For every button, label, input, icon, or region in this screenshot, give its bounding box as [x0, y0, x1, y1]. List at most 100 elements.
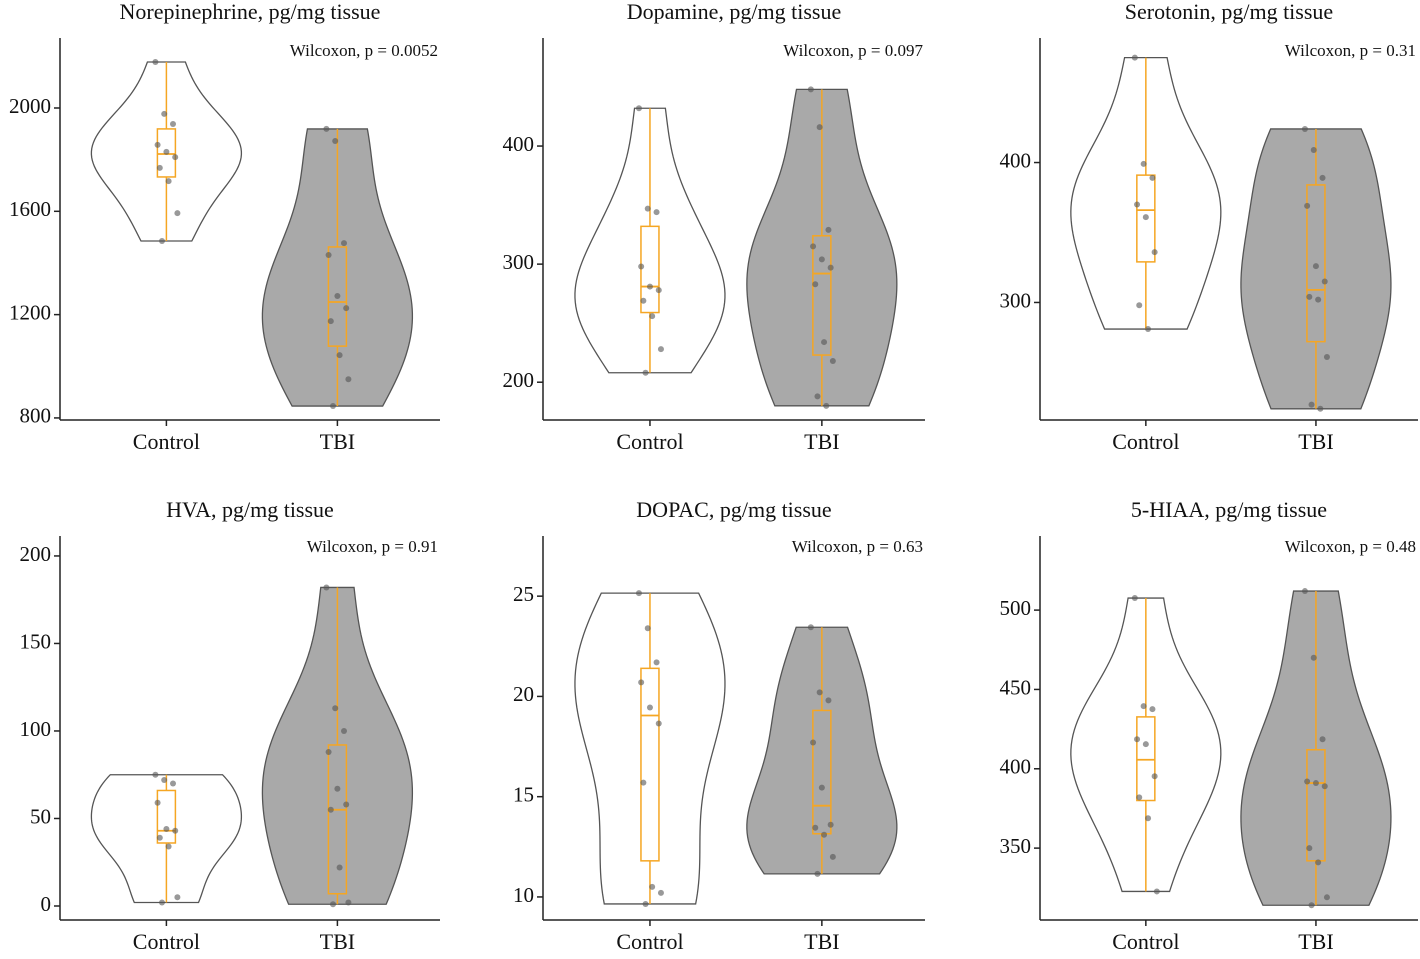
box [640, 667, 660, 862]
data-point [1304, 202, 1311, 209]
data-point [330, 901, 336, 908]
y-tick-label: 2000 [9, 94, 51, 118]
data-point [159, 238, 165, 245]
data-point [649, 313, 656, 320]
panel: DOPAC, pg/mg tissue Wilcoxon, p = 0.63 10 1… [513, 497, 925, 954]
data-point [810, 243, 817, 250]
data-point [1134, 201, 1141, 208]
y-tick-label: 100 [20, 717, 52, 741]
data-point [327, 806, 334, 813]
data-point [161, 110, 168, 117]
data-point [638, 679, 645, 686]
data-point [1312, 780, 1319, 787]
data-point [1304, 778, 1311, 785]
data-point [814, 393, 821, 400]
y-tick-label: 800 [20, 404, 52, 428]
annotation: Wilcoxon, p = 0.48 [1285, 537, 1416, 556]
data-point [1142, 214, 1149, 221]
annotation: Wilcoxon, p = 0.0052 [290, 41, 438, 60]
data-point [343, 305, 350, 312]
data-point [330, 403, 336, 410]
data-point [818, 784, 825, 791]
y-tick-label: 400 [1000, 755, 1032, 779]
y-tick-label: 15 [513, 782, 534, 806]
data-point [646, 704, 653, 711]
data-point [821, 339, 828, 346]
data-point [165, 178, 172, 185]
data-point [343, 801, 350, 808]
data-point [827, 264, 834, 271]
y-tick-label: 400 [503, 132, 535, 156]
data-point [154, 141, 161, 148]
data-point [1306, 845, 1313, 852]
data-point [161, 776, 168, 783]
data-point [1145, 815, 1152, 822]
data-point [163, 148, 170, 155]
data-point [327, 318, 334, 325]
data-point [174, 894, 181, 901]
data-point [1140, 160, 1147, 167]
annotation: Wilcoxon, p = 0.63 [792, 537, 923, 556]
box [1136, 716, 1156, 802]
data-point [829, 357, 836, 364]
y-tick-label: 1200 [9, 300, 51, 324]
data-point [1321, 278, 1328, 285]
data-point [827, 821, 834, 828]
data-point [325, 251, 332, 258]
panel: 5-HIAA, pg/mg tissue Wilcoxon, p = 0.48 35… [1000, 497, 1418, 954]
data-point [1151, 773, 1158, 780]
box [812, 235, 832, 356]
panel: Norepinephrine, pg/mg tissue Wilcoxon, p … [9, 0, 440, 454]
data-point [1323, 894, 1330, 901]
panel-title: DOPAC, pg/mg tissue [636, 497, 831, 522]
data-point [325, 748, 332, 755]
data-point [334, 785, 341, 792]
data-point [1323, 354, 1330, 361]
data-point [825, 697, 832, 704]
data-point [1149, 706, 1156, 713]
x-tick-label: Control [133, 429, 200, 454]
data-point [170, 780, 176, 787]
data-point [334, 293, 341, 300]
data-point [655, 287, 662, 294]
data-point [172, 154, 179, 161]
x-tick-label: TBI [1298, 929, 1333, 954]
data-point [323, 584, 330, 591]
y-tick-label: 20 [513, 682, 534, 706]
annotation: Wilcoxon, p = 0.097 [783, 41, 923, 60]
data-point [657, 889, 664, 896]
y-tick-label: 300 [503, 250, 535, 274]
panel: Serotonin, pg/mg tissue Wilcoxon, p = 0.3… [1000, 0, 1418, 454]
data-point [823, 402, 830, 409]
data-point [1308, 401, 1315, 408]
data-point [818, 256, 825, 263]
data-point [1310, 654, 1317, 661]
data-point [640, 297, 647, 304]
data-point [1136, 302, 1143, 309]
data-point [812, 824, 819, 831]
data-point [653, 659, 660, 666]
data-point [174, 210, 181, 217]
data-point [649, 883, 656, 890]
x-tick-label: Control [616, 429, 683, 454]
data-point [1142, 741, 1149, 748]
data-point [154, 799, 161, 806]
data-point [1140, 703, 1147, 710]
y-tick-label: 200 [503, 368, 535, 392]
y-tick-label: 0 [41, 892, 52, 916]
data-point [170, 121, 176, 128]
data-point [635, 590, 642, 597]
y-tick-label: 50 [30, 804, 51, 828]
data-point [336, 352, 343, 359]
y-tick-label: 500 [1000, 596, 1032, 620]
data-point [1136, 794, 1143, 801]
data-point [1301, 588, 1308, 595]
panel-title: HVA, pg/mg tissue [166, 497, 334, 522]
data-point [1151, 249, 1158, 256]
data-point [810, 739, 817, 746]
data-point [644, 625, 651, 632]
x-tick-label: Control [616, 929, 683, 954]
box [812, 709, 832, 835]
data-point [332, 705, 339, 712]
